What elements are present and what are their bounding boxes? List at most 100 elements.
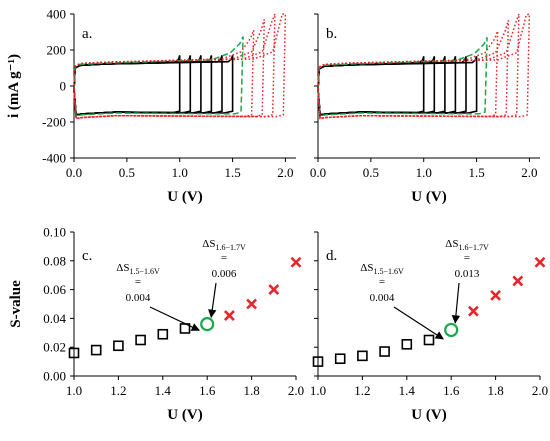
annotation-subscript: 1.5−1.6V xyxy=(373,267,404,276)
data-point-square xyxy=(312,356,324,367)
panel-letter: d. xyxy=(326,248,337,264)
data-point-cross xyxy=(246,298,258,310)
cv-curve-1.8 xyxy=(317,20,510,120)
annotation-equals: = xyxy=(379,276,385,288)
annotation-arrow xyxy=(208,282,217,318)
cv-curve-1.6 xyxy=(73,36,244,117)
annotation-label: ΔS1.6−1.7V xyxy=(445,238,489,252)
panel-2: 1.0 1.2 1.4 1.6 1.8 2.0 0.00 0.02 0.04 0.06 0.08 0.… xyxy=(8,225,304,424)
x-tick-label: 1.6 xyxy=(443,383,460,398)
panel-1: 0.0 0.5 1.0 1.5 2.0 U (V) b. xyxy=(310,12,540,205)
x-tick-label: 1.4 xyxy=(155,383,172,398)
y-tick-label: 200 xyxy=(47,43,67,58)
data-point-square xyxy=(113,340,124,352)
x-tick-label: 0.0 xyxy=(66,165,82,180)
cv-curve-1.5 xyxy=(73,55,234,116)
x-tick-label: 1.4 xyxy=(399,383,416,398)
annotation-subscript: 1.6−1.7V xyxy=(215,243,246,252)
panel-3: 1.0 1.2 1.4 1.6 1.8 2.0U (V)d.ΔS1.5−1.6V=0.00… xyxy=(310,231,548,423)
data-point-cross xyxy=(512,275,524,287)
x-axis-label: U (V) xyxy=(411,189,446,205)
annotation-subscript: 1.5−1.6V xyxy=(129,267,160,276)
data-point-circle xyxy=(444,322,459,338)
data-point-square xyxy=(379,346,390,357)
cv-curve-1.9 xyxy=(73,13,276,120)
x-axis-label: U (V) xyxy=(411,407,446,423)
x-tick-label: 1.2 xyxy=(354,383,370,398)
annotation-value: 0.006 xyxy=(212,268,237,280)
y-tick-label: 0 xyxy=(60,79,67,94)
cv-curve-2.0 xyxy=(317,12,531,120)
y-tick-label: 0.06 xyxy=(43,282,66,297)
annotation-delta: ΔS xyxy=(360,262,373,274)
y-axis-label: S-value xyxy=(8,280,24,328)
x-tick-label: 1.5 xyxy=(468,165,484,180)
x-tick-label: 2.0 xyxy=(521,165,537,180)
annotation-subscript: 1.6−1.7V xyxy=(458,243,489,252)
x-tick-label: 1.2 xyxy=(110,383,126,398)
y-tick-label: 0.04 xyxy=(43,311,66,326)
x-tick-label: 1.6 xyxy=(199,383,216,398)
annotation-equals: = xyxy=(464,252,470,264)
data-point-square xyxy=(68,347,80,359)
annotation-label: ΔS1.6−1.7V xyxy=(202,238,246,252)
x-tick-label: 1.0 xyxy=(172,165,188,180)
annotation-delta: ΔS xyxy=(202,238,215,250)
annotation-value: 0.004 xyxy=(370,292,395,304)
panel-letter: b. xyxy=(326,26,337,42)
x-axis-label: U (V) xyxy=(167,407,202,423)
data-point-cross xyxy=(534,256,546,268)
annotation-label: ΔS1.5−1.6V xyxy=(116,262,160,276)
x-tick-label: 1.5 xyxy=(224,165,240,180)
annotation-delta: ΔS xyxy=(116,262,129,274)
cv-curve-1.6 xyxy=(317,37,488,117)
data-point-circle xyxy=(200,317,215,332)
x-tick-label: 0.5 xyxy=(119,165,135,180)
annotation-arrow xyxy=(149,306,200,331)
x-tick-label: 0.0 xyxy=(310,165,326,180)
cv-curve-1.7 xyxy=(73,29,255,120)
y-tick-label: 400 xyxy=(47,7,67,22)
x-tick-label: 2.0 xyxy=(532,383,548,398)
x-tick-label: 2.0 xyxy=(277,165,293,180)
annotation-equals: = xyxy=(221,252,227,264)
panel-letter: c. xyxy=(82,248,92,264)
cv-curve-1.7 xyxy=(317,30,499,120)
cv-curve-1.9 xyxy=(317,13,520,120)
cv-curve-2.0 xyxy=(73,13,287,120)
data-point-square xyxy=(334,353,346,365)
data-point-cross xyxy=(223,310,235,321)
annotation-delta: ΔS xyxy=(445,238,458,250)
x-tick-label: 2.0 xyxy=(288,383,304,398)
y-tick-label: -400 xyxy=(42,151,66,166)
x-tick-label: 0.5 xyxy=(363,165,379,180)
x-tick-label: 1.0 xyxy=(66,383,82,398)
data-point-square xyxy=(135,334,146,346)
annotation-value: 0.013 xyxy=(455,268,480,280)
y-tick-label: -200 xyxy=(42,115,66,130)
y-tick-label: 0.02 xyxy=(43,340,66,355)
data-point-cross xyxy=(467,305,479,317)
panel-0: 0.0 0.5 1.0 1.5 2.0 -400 -200 0 200 400 U (V) i (mA… xyxy=(6,7,296,205)
y-tick-label: 0.08 xyxy=(43,253,66,268)
y-tick-label: 0.00 xyxy=(43,369,66,384)
data-point-cross xyxy=(490,289,502,301)
x-tick-label: 1.0 xyxy=(416,165,432,180)
x-tick-label: 1.8 xyxy=(487,383,503,398)
x-tick-label: 1.0 xyxy=(310,383,326,398)
data-point-square xyxy=(157,328,169,340)
annotation-equals: = xyxy=(135,276,141,288)
x-tick-label: 1.8 xyxy=(243,383,259,398)
data-point-square xyxy=(423,334,435,346)
data-point-cross xyxy=(290,256,302,268)
annotation-label: ΔS1.5−1.6V xyxy=(360,262,404,276)
annotation-value: 0.004 xyxy=(126,292,151,304)
y-tick-label: 0.10 xyxy=(43,225,66,240)
data-point-square xyxy=(357,350,368,362)
panel-letter: a. xyxy=(82,26,92,42)
annotation-arrow xyxy=(451,282,461,324)
cv-curve-1.5 xyxy=(317,56,478,116)
x-axis-label: U (V) xyxy=(167,189,202,205)
data-point-square xyxy=(90,344,102,356)
